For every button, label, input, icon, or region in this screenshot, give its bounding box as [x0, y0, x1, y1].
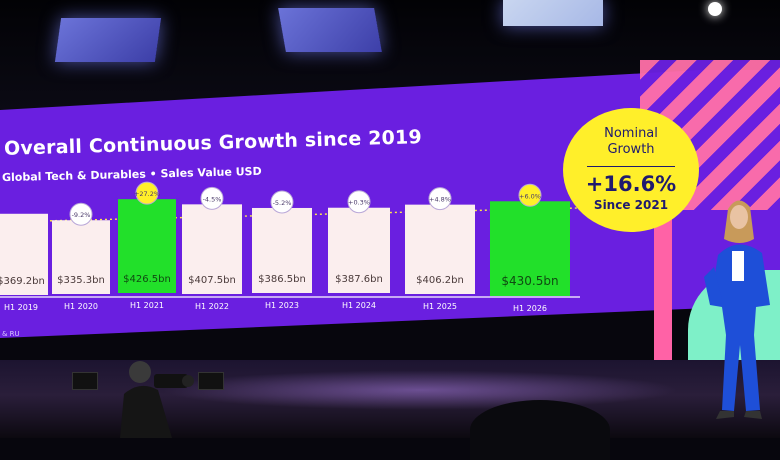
bar — [52, 220, 110, 294]
badge-value: +16.6% — [585, 172, 677, 196]
bar — [252, 207, 312, 293]
slide-footnote: & RU — [2, 330, 20, 338]
ceiling-screen — [503, 0, 603, 26]
category-label: H1 2023 — [265, 301, 299, 310]
growth-marker — [270, 190, 294, 214]
bar-value-label: $407.5bn — [188, 275, 236, 286]
growth-marker — [518, 183, 542, 207]
bar — [490, 201, 570, 296]
badge-divider — [587, 166, 675, 167]
growth-label: -5.2% — [273, 199, 292, 207]
bar-chart: $369.2bn H1 2019 $335.3bn H1 2020 -9.2% $426.… — [0, 181, 580, 313]
badge-line-2: Growth — [607, 142, 655, 157]
growth-marker — [69, 202, 93, 226]
badge-since: Since 2021 — [593, 198, 669, 212]
stage-light — [708, 2, 722, 16]
growth-marker — [347, 190, 371, 214]
category-label: H1 2026 — [513, 304, 547, 313]
category-label: H1 2019 — [4, 303, 38, 312]
stage-monitor — [72, 372, 98, 390]
bar-value-label: $430.5bn — [501, 274, 558, 288]
audience-head — [470, 400, 610, 460]
bar-value-label: $335.3bn — [57, 275, 105, 286]
category-label: H1 2020 — [64, 302, 98, 311]
category-label: H1 2025 — [423, 302, 457, 311]
growth-marker — [200, 186, 224, 210]
bar — [405, 204, 475, 294]
growth-label: +6.0% — [519, 192, 541, 200]
growth-badge: Nominal Growth +16.6% Since 2021 — [563, 108, 699, 232]
category-label: H1 2021 — [130, 301, 164, 310]
category-label: H1 2024 — [342, 301, 376, 310]
speaker-figure — [704, 200, 770, 419]
chart-trend-line — [0, 207, 579, 223]
growth-marker — [428, 187, 452, 211]
growth-label: -4.5% — [203, 195, 222, 203]
bar-value-label: $387.6bn — [335, 274, 383, 285]
bar — [182, 204, 242, 294]
bar-value-label: $386.5bn — [258, 274, 306, 285]
growth-label: +0.3% — [348, 199, 370, 207]
badge-line-1: Nominal — [604, 126, 658, 141]
growth-label: +4.8% — [429, 196, 451, 204]
growth-label: +27.2% — [134, 190, 160, 198]
growth-marker — [135, 181, 159, 205]
stage-glow — [160, 370, 680, 410]
category-label: H1 2022 — [195, 302, 229, 311]
bar-value-label: $426.5bn — [123, 274, 171, 285]
stage-monitor — [198, 372, 224, 390]
bar-value-label: $369.2bn — [0, 276, 45, 287]
bar — [328, 207, 390, 293]
bar — [0, 213, 48, 295]
growth-label: -9.2% — [72, 211, 91, 219]
photographer-figure — [120, 361, 194, 438]
bar-value-label: $406.2bn — [416, 275, 464, 286]
bar — [118, 199, 176, 293]
